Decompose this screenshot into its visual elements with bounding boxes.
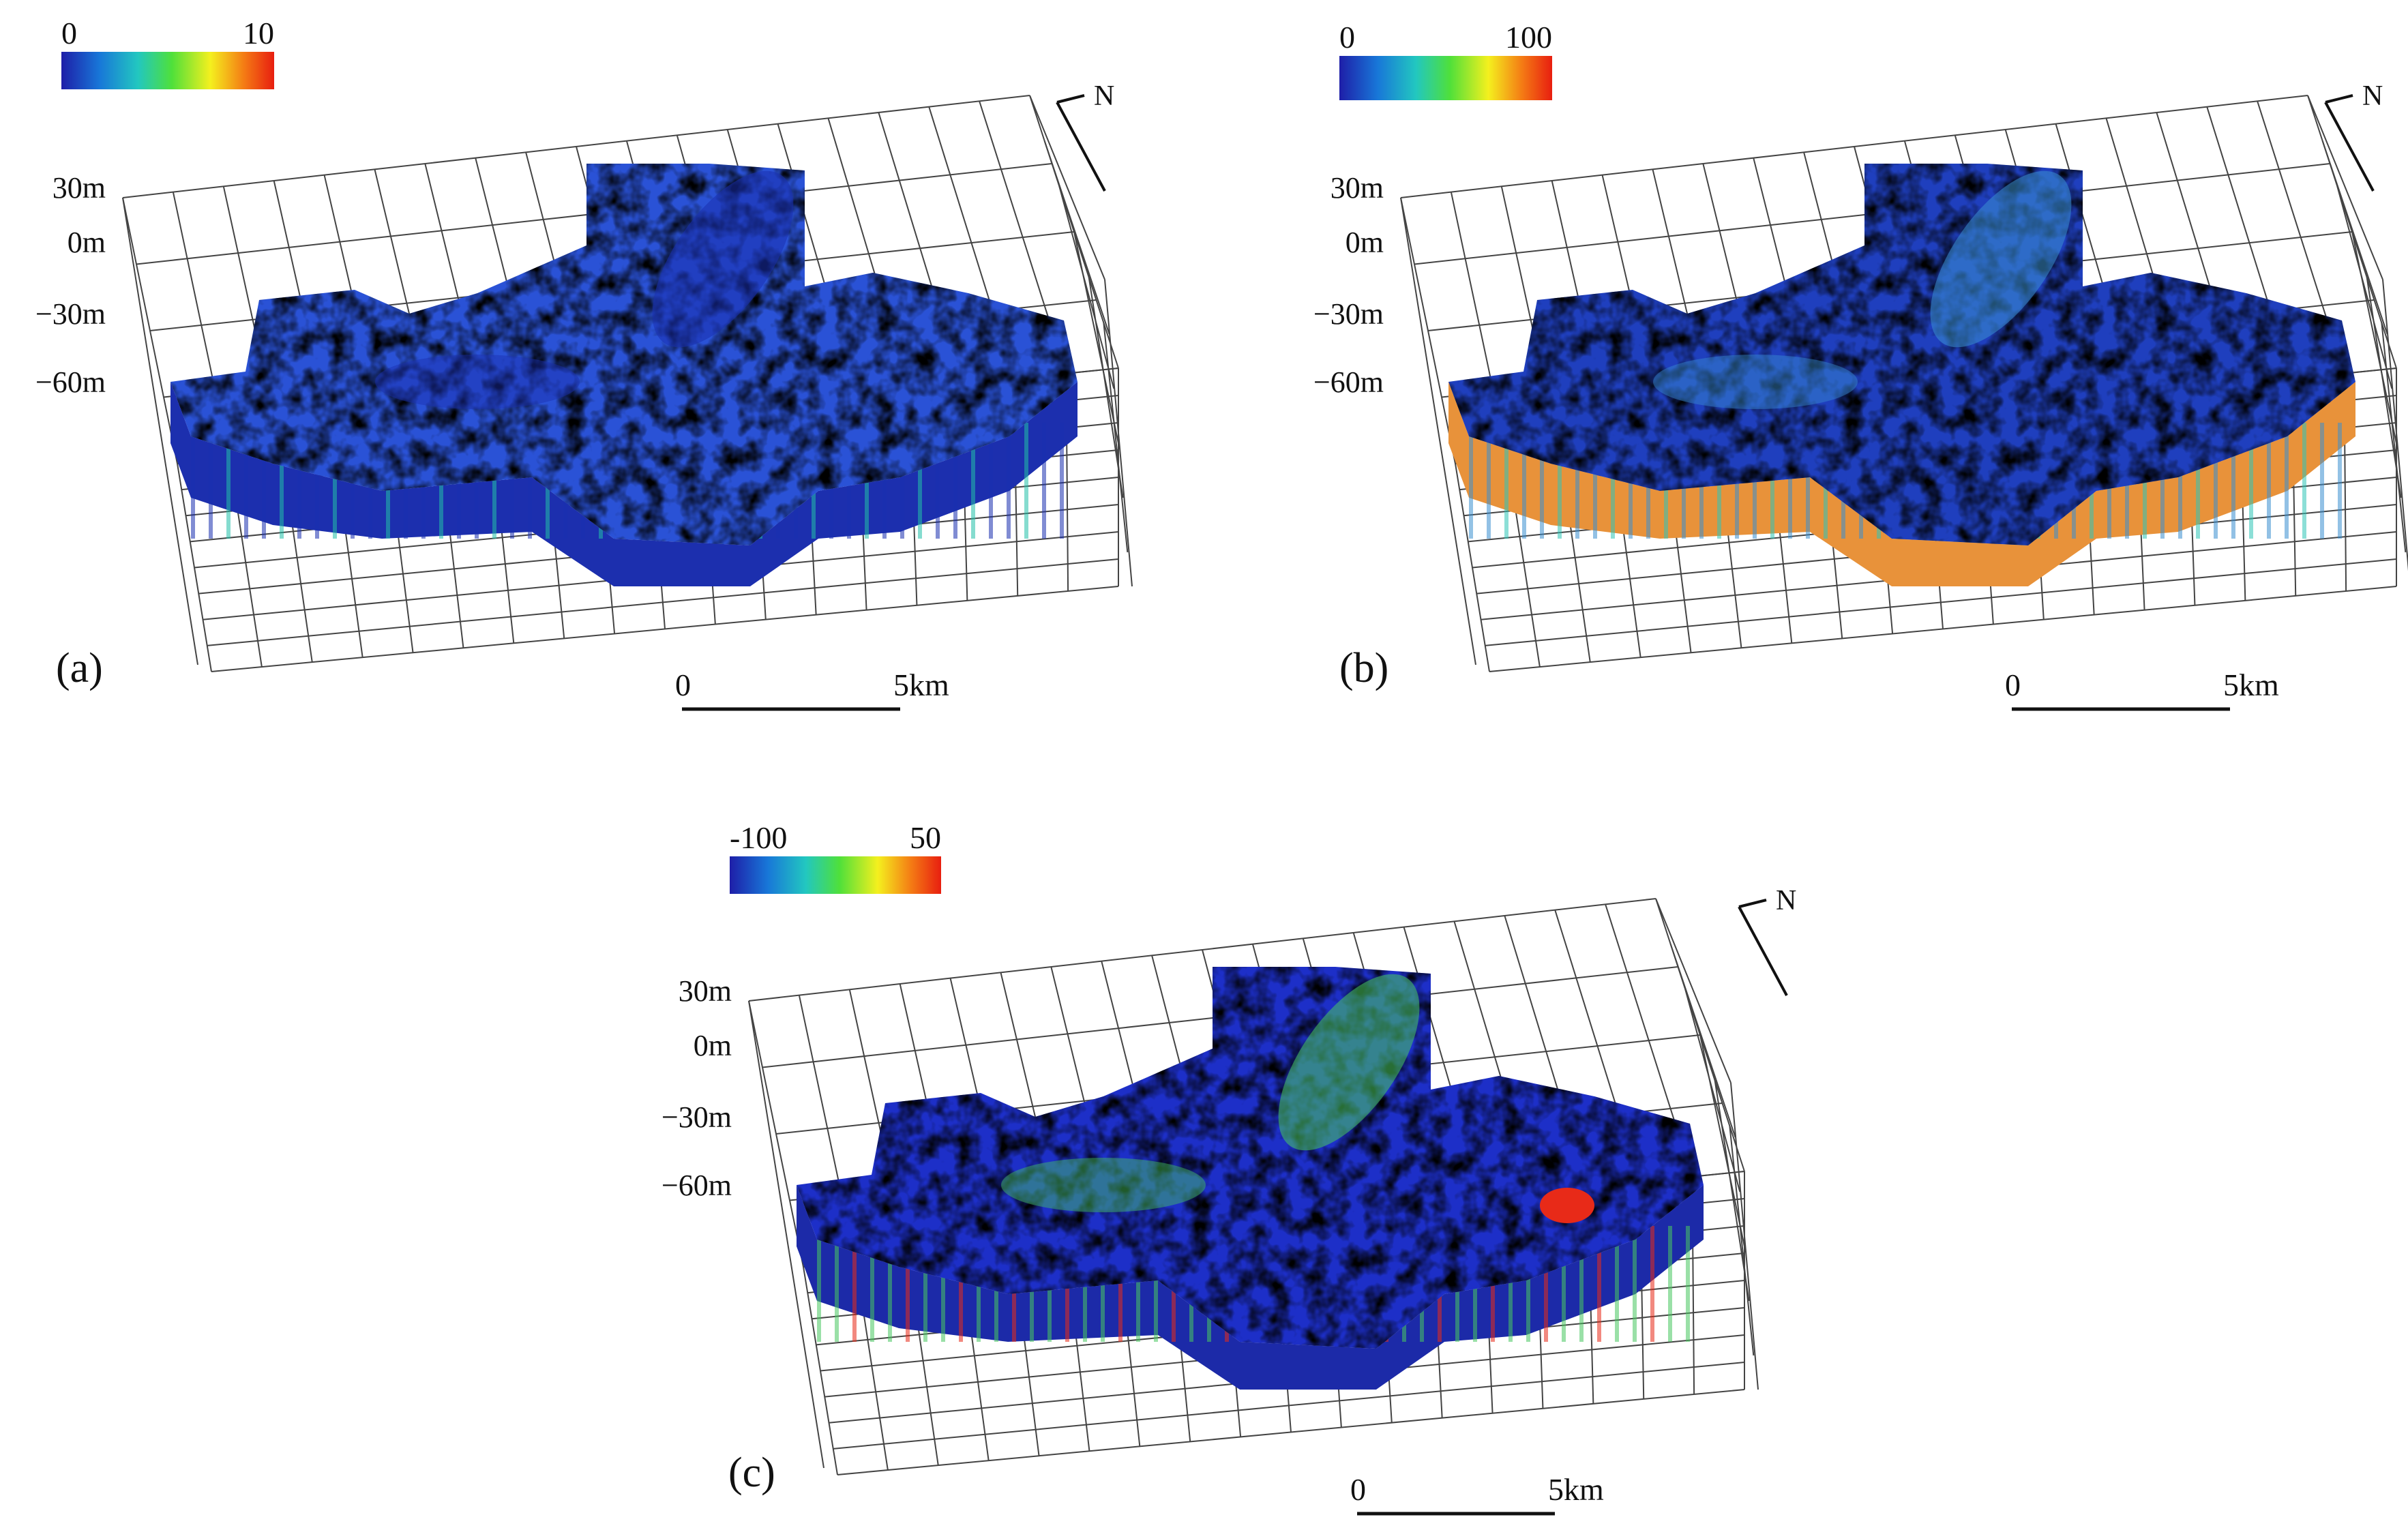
volume-feature: [652, 170, 794, 348]
volume-top-texture: [170, 164, 1077, 545]
volume-top-texture: [1448, 164, 2355, 545]
panel-a: 30m 0m −30m −60m N (a) 0 5km: [35, 80, 1133, 711]
colorbar-b: 0 100: [1339, 20, 1552, 100]
north-arrow: [1738, 906, 1788, 996]
north-arrow-head: [2325, 94, 2353, 104]
depth-label: 0m: [68, 226, 106, 259]
colorbar-gradient: [61, 52, 274, 89]
volume-top-texture: [797, 967, 1704, 1349]
depth-label: −60m: [35, 365, 106, 399]
panel-b: 30m 0m −30m −60m N (b) 0 5km: [1313, 80, 2408, 711]
north-arrow-head: [1056, 94, 1085, 104]
volume-feature: [1930, 170, 2072, 348]
north-label: N: [2362, 80, 2383, 112]
depth-axis-labels: 30m 0m −30m −60m: [1313, 171, 1384, 399]
panel-label: (c): [728, 1450, 775, 1496]
depth-label: 0m: [1346, 226, 1384, 259]
volume-feature: [1653, 355, 1858, 409]
volume-feature: [375, 355, 580, 409]
scale-end-label: 5km: [2223, 668, 2279, 702]
scale-start-label: 0: [1350, 1472, 1366, 1507]
depth-label: −30m: [35, 297, 106, 331]
colorbar-max-label: 100: [1505, 20, 1552, 55]
depth-label: −30m: [662, 1100, 732, 1134]
colorbar-max-label: 10: [243, 16, 274, 50]
colorbar-min-label: 0: [1339, 20, 1355, 55]
depth-label: −30m: [1313, 297, 1384, 331]
colorbar-min-label: -100: [730, 820, 787, 855]
depth-label: 30m: [1331, 171, 1384, 205]
colorbar-a: 0 10: [61, 16, 274, 89]
colorbar-gradient: [1339, 56, 1552, 100]
scale-start-label: 0: [2005, 668, 2021, 702]
volume-feature: [1001, 1158, 1206, 1212]
panel-label: (b): [1339, 645, 1388, 691]
scale-end-label: 5km: [1548, 1472, 1604, 1507]
depth-label: −60m: [1313, 365, 1384, 399]
panel-label: (a): [56, 645, 103, 691]
north-arrow: [1056, 102, 1106, 192]
colorbar-min-label: 0: [61, 16, 77, 50]
scale-start-label: 0: [675, 668, 691, 702]
scale-end-label: 5km: [893, 668, 949, 702]
volume-hotspot: [1540, 1188, 1594, 1223]
volume-feature: [1278, 974, 1420, 1151]
colorbar-gradient: [730, 856, 941, 894]
north-label: N: [1094, 80, 1114, 112]
depth-axis-labels: 30m 0m −30m −60m: [35, 171, 106, 399]
colorbar-c: -100 50: [730, 820, 941, 894]
depth-label: 30m: [679, 974, 732, 1008]
depth-label: 0m: [694, 1029, 732, 1062]
north-label: N: [1776, 885, 1796, 916]
panel-c: 30m 0m −30m −60m N (c) 0 5km: [662, 885, 1796, 1516]
colorbar-max-label: 50: [910, 820, 941, 855]
depth-axis-labels: 30m 0m −30m −60m: [662, 974, 732, 1202]
north-arrow-head: [1738, 899, 1767, 908]
north-arrow: [2324, 102, 2375, 192]
depth-label: 30m: [53, 171, 106, 205]
depth-label: −60m: [662, 1169, 732, 1202]
